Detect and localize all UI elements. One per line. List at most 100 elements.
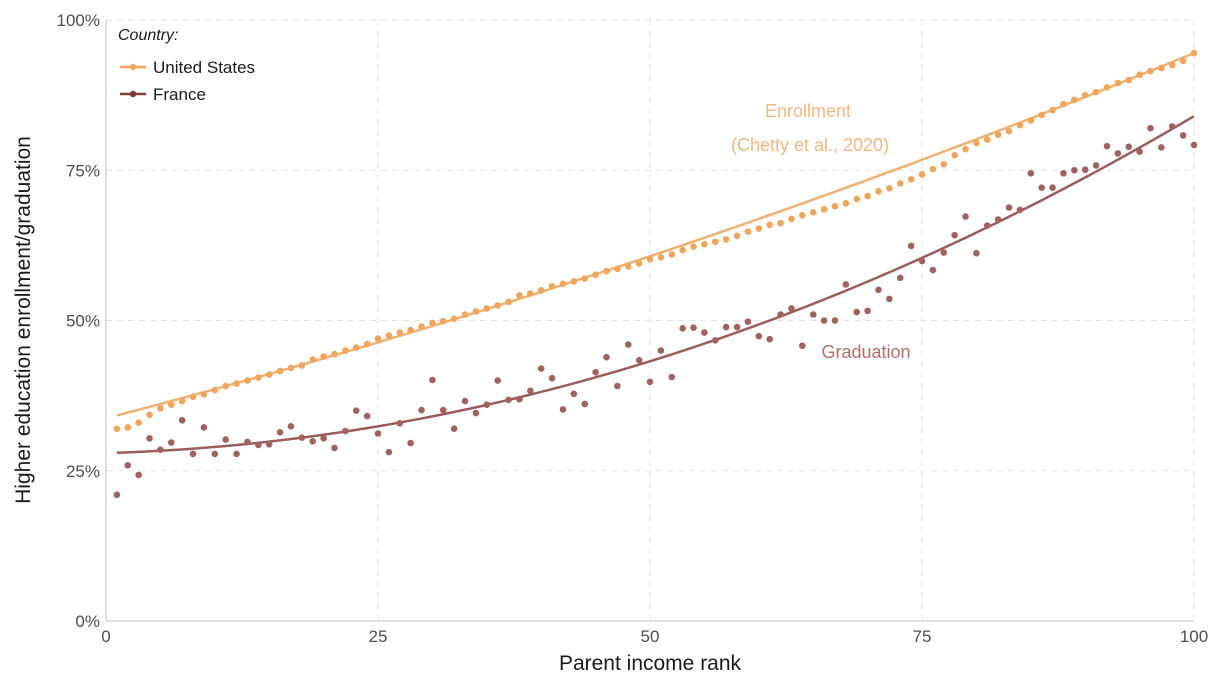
data-point [537, 287, 545, 294]
data-point [439, 406, 447, 414]
y-axis-title: Higher education enrollment/graduation [12, 136, 35, 504]
data-point [157, 446, 164, 454]
data-point [1016, 121, 1024, 129]
x-tick-label: 50 [641, 627, 660, 646]
data-point [657, 347, 665, 354]
data-point [516, 395, 523, 403]
y-tick-label: 50% [66, 312, 100, 331]
data-point [973, 139, 980, 147]
data-point [799, 342, 806, 350]
data-point [929, 266, 937, 274]
data-point [385, 332, 393, 339]
data-point [255, 374, 262, 381]
data-point [875, 187, 882, 195]
data-point [113, 425, 121, 432]
data-point [592, 368, 599, 376]
data-point [668, 373, 676, 381]
data-point [788, 215, 795, 223]
data-point [178, 416, 186, 424]
data-point [146, 411, 153, 419]
legend-item-france: France [120, 85, 206, 104]
data-point [853, 308, 861, 316]
data-point [1168, 61, 1176, 69]
data-point [592, 271, 599, 279]
data-point [418, 323, 425, 330]
data-point [287, 364, 295, 372]
data-point [896, 274, 904, 282]
data-point [635, 356, 643, 364]
data-point [679, 246, 686, 254]
data-point [907, 242, 915, 250]
data-point [548, 374, 556, 382]
data-point [722, 236, 730, 243]
data-point [994, 131, 1002, 139]
data-point [1038, 184, 1045, 191]
data-point [461, 397, 469, 405]
x-tick-label: 25 [369, 627, 388, 646]
annotation-enrollment-source: (Chetty et al., 2020) [731, 135, 889, 155]
data-point [1125, 76, 1133, 84]
data-point [777, 219, 784, 227]
data-point [690, 324, 697, 332]
data-point [244, 438, 251, 446]
data-point [1103, 84, 1111, 91]
data-point [951, 231, 958, 239]
data-point [744, 318, 752, 326]
data-point [559, 406, 567, 413]
data-point [1158, 64, 1165, 72]
data-point [614, 265, 621, 273]
data-point [940, 249, 948, 256]
data-point [472, 409, 480, 417]
data-point [1103, 142, 1111, 150]
data-point [864, 307, 871, 315]
data-point [418, 406, 425, 414]
data-point [222, 382, 229, 390]
data-point [113, 491, 121, 499]
x-tick-labels: 0 25 50 75 100 [101, 627, 1208, 646]
data-point [287, 422, 295, 430]
data-point [407, 439, 414, 447]
data-point [1092, 88, 1100, 96]
y-tick-label: 100% [57, 11, 100, 30]
data-point [505, 298, 512, 306]
data-point [1136, 148, 1143, 155]
data-point [374, 430, 382, 437]
x-tick-label: 75 [913, 627, 932, 646]
y-tick-label: 25% [66, 462, 100, 481]
data-point [581, 275, 589, 282]
data-point [690, 243, 697, 250]
fit-lines [116, 51, 1195, 454]
data-point [276, 367, 284, 375]
legend: Country: United States France [118, 27, 255, 104]
data-point [907, 175, 915, 183]
data-point [711, 337, 719, 344]
data-point [624, 341, 632, 348]
data-point [1005, 127, 1013, 135]
data-point [244, 377, 251, 384]
legend-swatch-france-point [129, 90, 137, 98]
data-point [1147, 67, 1154, 75]
data-point [320, 353, 327, 360]
data-point [1071, 96, 1078, 104]
data-point [255, 441, 262, 449]
data-point [461, 311, 469, 318]
data-point [799, 212, 806, 219]
data-point [1060, 169, 1067, 177]
data-point [1027, 117, 1035, 124]
data-points [113, 49, 1198, 499]
data-point [1136, 71, 1143, 78]
legend-swatch-us-point [129, 63, 137, 71]
data-point [363, 412, 371, 420]
data-point [701, 329, 708, 336]
data-point [624, 263, 632, 270]
annotation-graduation: Graduation [821, 342, 910, 362]
data-point [570, 390, 578, 398]
data-point [1190, 49, 1198, 57]
data-point [298, 434, 306, 441]
data-point [744, 228, 752, 235]
data-point [494, 302, 501, 309]
y-tick-labels: 0% 25% 50% 75% 100% [57, 11, 100, 631]
data-point [1168, 123, 1176, 130]
data-point [189, 393, 197, 401]
data-point [918, 171, 926, 178]
